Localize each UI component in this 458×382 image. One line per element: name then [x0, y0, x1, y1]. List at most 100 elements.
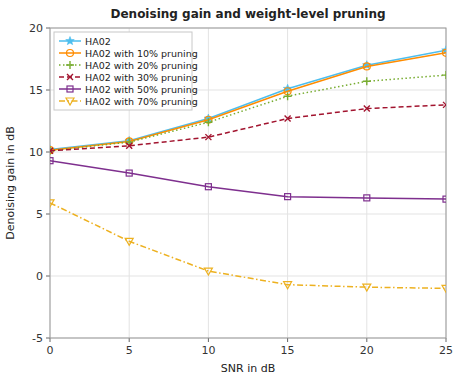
- data-point: [285, 194, 291, 200]
- marker-shape: [50, 200, 54, 207]
- data-point: [443, 102, 446, 108]
- tick-mark: [46, 214, 50, 215]
- tick-label: 5: [36, 208, 43, 221]
- tick-mark: [129, 338, 130, 342]
- data-point: [284, 282, 292, 289]
- tick-mark: [50, 338, 51, 342]
- marker-shape: [50, 148, 53, 154]
- marker-shape: [204, 268, 212, 275]
- marker-shape: [442, 71, 446, 79]
- marker-shape: [284, 92, 292, 100]
- marker-shape: [66, 61, 74, 69]
- data-point: [363, 284, 371, 291]
- data-point: [285, 116, 291, 122]
- legend-marker: [67, 86, 73, 92]
- tick-mark: [46, 152, 50, 153]
- tick-mark: [46, 276, 50, 277]
- data-point: [50, 158, 53, 164]
- legend-label: HA02 with 20% pruning: [85, 60, 198, 71]
- data-point: [443, 49, 447, 56]
- series-line: [50, 203, 446, 289]
- marker-shape: [126, 170, 132, 176]
- data-point: [204, 118, 212, 126]
- marker-shape: [67, 50, 74, 57]
- x-axis-label: SNR in dB: [221, 362, 275, 375]
- legend-marker: [66, 98, 74, 105]
- legend-marker: [66, 37, 75, 45]
- marker-shape: [285, 116, 291, 122]
- legend-label: HA02 with 70% pruning: [85, 96, 198, 107]
- grid-line: [50, 276, 446, 277]
- data-point: [205, 134, 211, 140]
- tick-label: 15: [29, 84, 43, 97]
- tick-label: 0: [47, 344, 54, 357]
- data-point: [363, 63, 370, 70]
- data-point: [126, 170, 132, 176]
- title: Denoising gain and weight-level pruning: [110, 7, 385, 21]
- y-axis-label: Denoising gain in dB: [4, 126, 17, 240]
- tick-label: 10: [29, 146, 43, 159]
- marker-shape: [363, 284, 371, 291]
- legend-label: HA02: [85, 36, 111, 47]
- marker-shape: [443, 196, 446, 202]
- chart: 0510152025-505101520Denoising gain and w…: [0, 0, 458, 382]
- marker-shape: [125, 238, 133, 245]
- tick-mark: [366, 338, 367, 342]
- series-line: [50, 161, 446, 199]
- marker-shape: [363, 77, 371, 85]
- data-point: [50, 148, 53, 154]
- series-line: [50, 75, 446, 151]
- marker-shape: [284, 282, 292, 289]
- marker-shape: [205, 134, 211, 140]
- tick-mark: [46, 90, 50, 91]
- series-line: [50, 50, 446, 149]
- legend-label: HA02 with 10% pruning: [85, 48, 198, 59]
- data-point: [126, 143, 132, 149]
- tick-mark: [46, 28, 50, 29]
- legend-line: [59, 100, 81, 102]
- tick-label: -5: [32, 332, 43, 345]
- marker-shape: [205, 184, 211, 190]
- data-point: [125, 238, 133, 245]
- tick-mark: [287, 338, 288, 342]
- marker-shape: [67, 74, 73, 80]
- tick-mark: [46, 338, 50, 339]
- series-group: [50, 46, 446, 293]
- grid-line: [208, 28, 209, 338]
- legend-line: [59, 52, 81, 54]
- data-point: [442, 71, 446, 79]
- marker-shape: [50, 158, 53, 164]
- marker-shape: [285, 194, 291, 200]
- tick-label: 20: [29, 22, 43, 35]
- data-point: [284, 92, 292, 100]
- data-point: [443, 196, 446, 202]
- tick-label: 25: [439, 344, 453, 357]
- legend: HA02HA02 with 10% pruningHA02 with 20% p…: [54, 32, 198, 110]
- tick-mark: [208, 338, 209, 342]
- data-point: [205, 184, 211, 190]
- marker-shape: [126, 143, 132, 149]
- tick-mark: [446, 338, 447, 342]
- legend-marker: [67, 50, 74, 57]
- marker-shape: [364, 195, 370, 201]
- plot-area: [50, 28, 446, 338]
- marker-shape: [443, 102, 446, 108]
- marker-shape: [66, 37, 75, 45]
- data-point: [364, 106, 370, 112]
- data-point: [364, 195, 370, 201]
- marker-shape: [443, 49, 447, 56]
- plot-frame: [50, 28, 446, 338]
- grid: [50, 28, 446, 338]
- series-line: [50, 53, 446, 150]
- tick-label: 10: [201, 344, 215, 357]
- marker-shape: [442, 285, 446, 292]
- grid-line: [50, 214, 446, 215]
- tick-label: 0: [36, 270, 43, 283]
- marker-shape: [66, 98, 74, 105]
- grid-line: [287, 28, 288, 338]
- tick-label: 5: [126, 344, 133, 357]
- legend-line: [59, 88, 81, 90]
- data-point: [442, 285, 446, 292]
- legend-marker: [67, 74, 73, 80]
- grid-line: [50, 152, 446, 153]
